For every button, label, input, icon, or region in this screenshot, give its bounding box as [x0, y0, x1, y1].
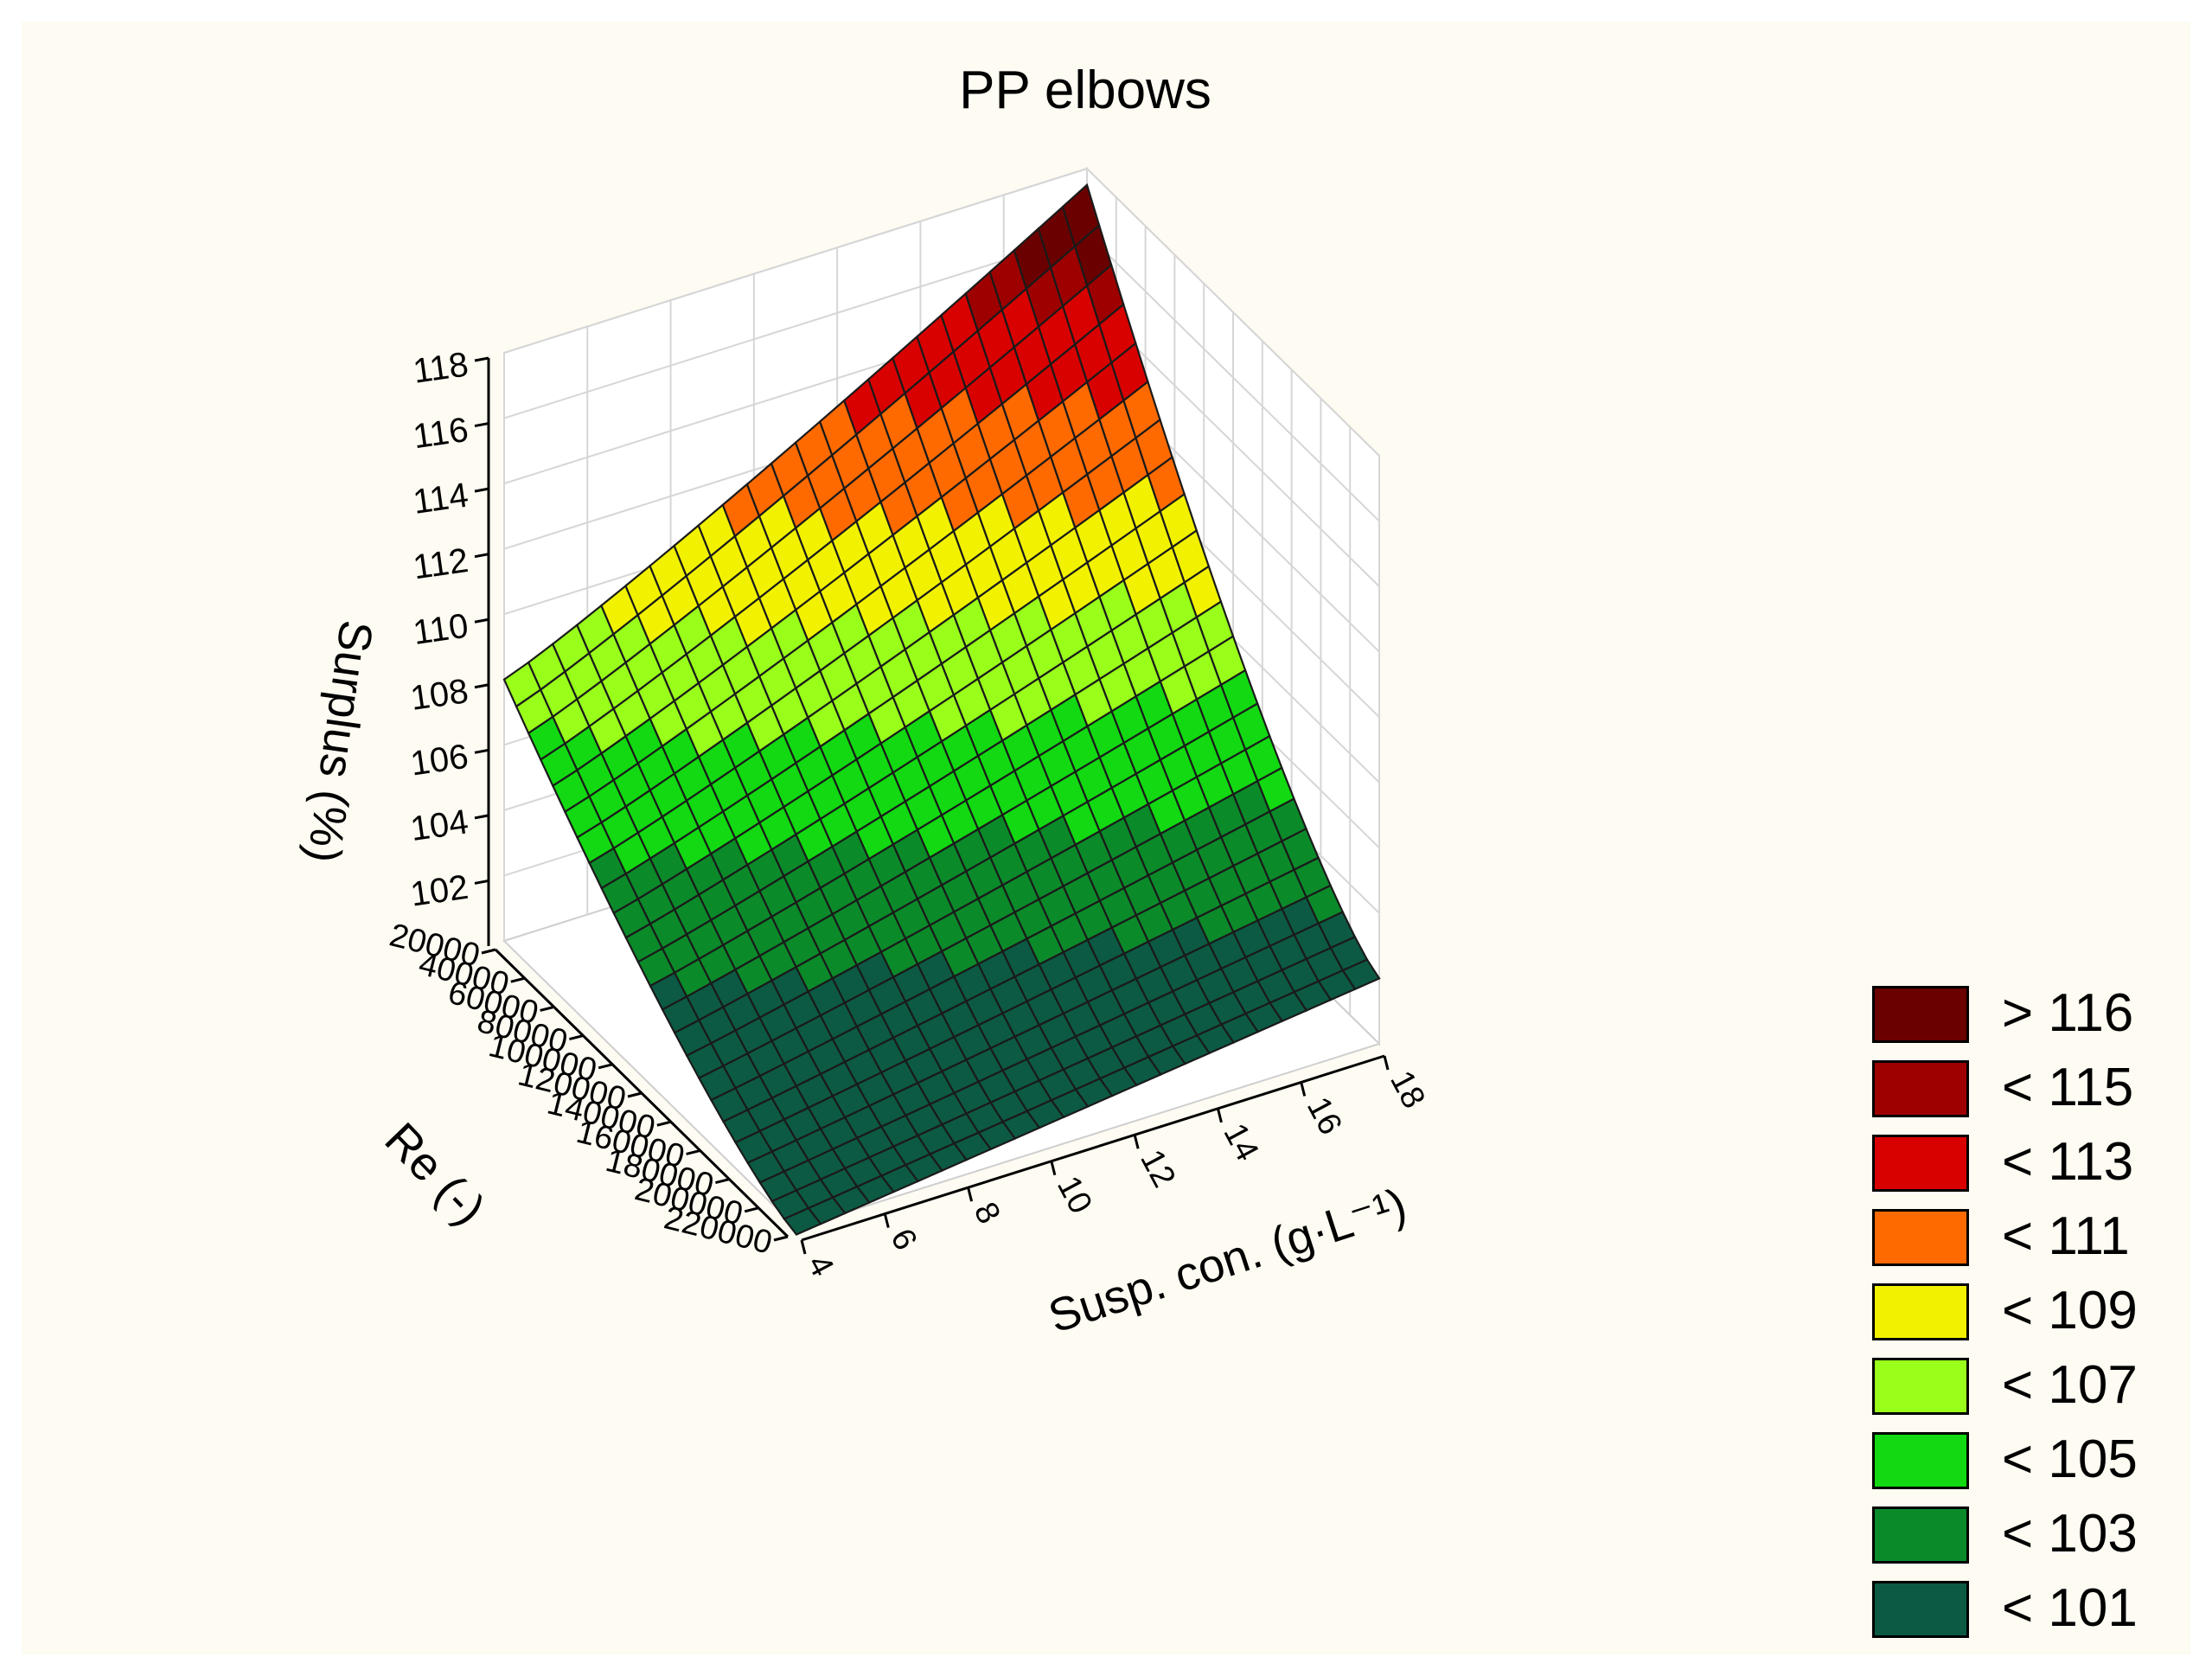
y-tick-mark [1383, 1055, 1390, 1071]
legend-label: < 103 [2002, 1504, 2138, 1564]
legend-swatch [1872, 1060, 1969, 1117]
y-tick-label: 4 [800, 1250, 841, 1283]
legend-label: < 109 [2002, 1281, 2138, 1340]
y-tick-label: 8 [967, 1197, 1007, 1230]
legend-label: < 105 [2002, 1430, 2138, 1489]
legend-label: > 116 [2002, 983, 2134, 1043]
x-axis-title: Re (-) [374, 1113, 495, 1235]
y-tick-mark [883, 1213, 890, 1228]
z-tick-label: 118 [411, 345, 470, 390]
legend-swatch [1872, 1135, 1969, 1192]
legend-swatch [1872, 1581, 1969, 1638]
surface-cell [783, 1206, 822, 1236]
y-tick-mark [1216, 1108, 1223, 1123]
z-tick-mark [474, 879, 489, 885]
y-tick-label: 10 [1050, 1170, 1099, 1219]
z-tick-mark [474, 683, 489, 689]
z-tick-mark [474, 487, 489, 493]
y-tick-label: 18 [1383, 1065, 1432, 1115]
z-tick-label: 114 [411, 476, 470, 521]
y-tick-label: 14 [1216, 1117, 1265, 1167]
x-tick-mark [569, 1034, 584, 1041]
z-tick-label: 104 [408, 803, 470, 848]
x-tick-mark [598, 1063, 613, 1070]
legend-label: < 113 [2002, 1132, 2134, 1192]
z-tick-mark [474, 748, 489, 754]
x-tick-mark [656, 1120, 672, 1127]
x-tick-mark [715, 1178, 730, 1185]
y-tick-mark [1133, 1134, 1140, 1149]
y-axis-line [801, 1054, 1385, 1242]
legend-label: < 107 [2002, 1355, 2138, 1415]
y-tick-mark [1050, 1161, 1057, 1176]
x-tick-mark [773, 1235, 789, 1242]
z-tick-label: 108 [408, 672, 470, 718]
z-tick-label: 116 [411, 411, 470, 456]
z-tick-mark [474, 356, 489, 362]
surface-mesh [502, 182, 1381, 1236]
legend-swatch [1872, 1358, 1969, 1415]
z-tick-label: 112 [411, 541, 470, 586]
z-tick-mark [474, 422, 489, 428]
x-tick-mark [627, 1091, 643, 1098]
z-tick-label: 106 [408, 738, 470, 784]
legend-label: < 115 [2002, 1058, 2134, 1117]
y-tick-mark [800, 1239, 807, 1255]
chart-frame: 102 104 106 108 110 112 114 116 118 Surplus (%) 20… [22, 22, 2190, 1654]
x-tick-mark [744, 1206, 759, 1213]
z-tick-mark [474, 617, 489, 624]
legend-swatch [1872, 1209, 1969, 1266]
y-tick-label: 12 [1133, 1144, 1182, 1193]
y-tick-mark [1300, 1082, 1307, 1097]
z-axis-title: Surplus (%) [297, 617, 382, 867]
z-tick-mark [474, 814, 489, 820]
legend-swatch [1872, 1283, 1969, 1340]
legend-label: < 111 [2002, 1206, 2130, 1266]
chart-title: PP elbows [959, 61, 1211, 120]
legend-label: < 101 [2002, 1578, 2138, 1638]
y-tick-label: 6 [883, 1223, 924, 1256]
x-tick-mark [510, 976, 526, 983]
y-tick-label: 16 [1300, 1091, 1349, 1141]
legend-swatch [1872, 986, 1969, 1043]
x-tick-mark [481, 948, 496, 955]
x-tick-mark [686, 1148, 700, 1155]
y-axis-title: Susp. con. (g·L⁻¹) [1042, 1179, 1412, 1343]
z-tick-label: 102 [408, 868, 470, 914]
x-tick-mark [540, 1005, 554, 1012]
z-tick-label: 110 [411, 607, 470, 652]
y-tick-mark [967, 1187, 974, 1202]
z-tick-mark [474, 553, 489, 559]
legend-swatch [1872, 1432, 1969, 1489]
legend-swatch [1872, 1506, 1969, 1564]
